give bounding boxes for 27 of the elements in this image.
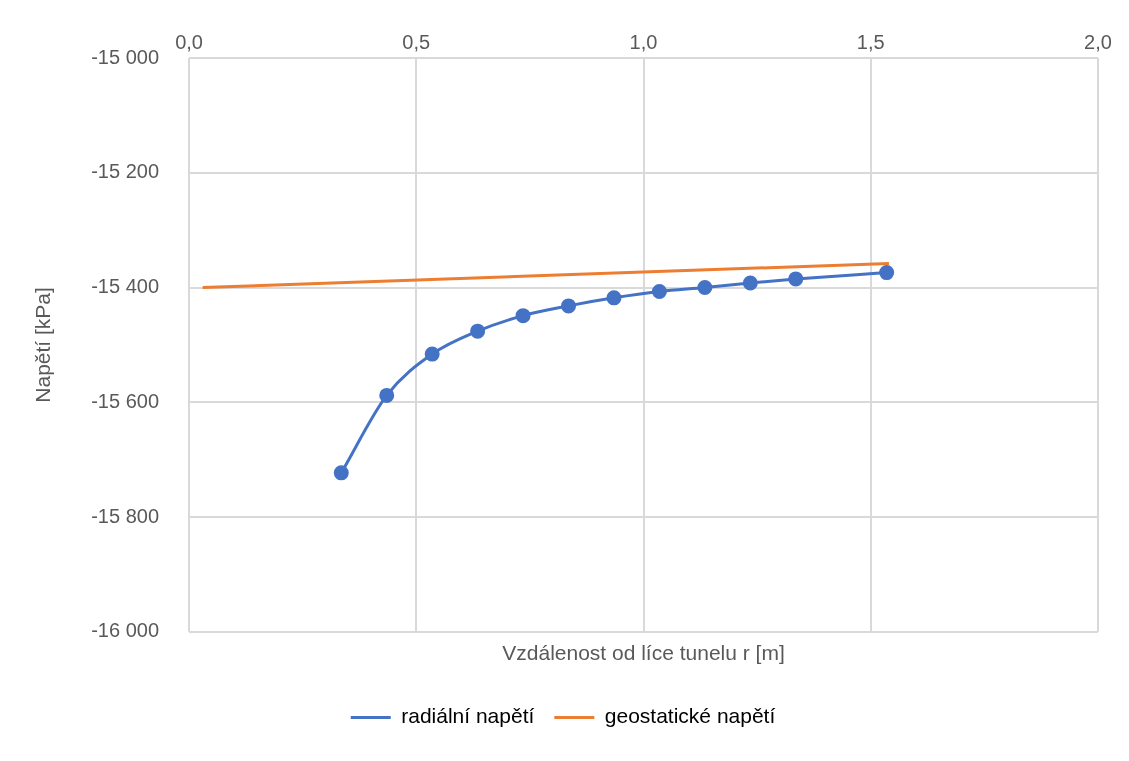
point [333,465,349,481]
x-tick-label: 0,0 [175,30,203,53]
point [788,271,804,287]
point [879,265,895,281]
y-tick-label: -15 000 [91,45,160,68]
x-tick-label: 0,5 [402,30,431,53]
y-tick-label: -15 400 [91,275,160,298]
point [470,323,486,339]
x-tick-label: 1,0 [629,30,658,53]
point [606,290,622,306]
x-tick-label: 1,5 [856,30,885,53]
x-tick-label: 2,0 [1084,30,1112,53]
point [697,280,713,296]
y-tick-label: -15 200 [91,160,160,183]
point [742,275,758,291]
y-tick-label: -15 600 [91,389,160,412]
point [561,298,577,314]
y-tick-label: -16 000 [91,619,160,642]
y-axis-title: Napětí [kPa] [31,287,55,403]
point [424,346,440,362]
legend-label: radiální napětí [401,704,535,728]
legend-label: geostatické napětí [604,704,776,728]
y-tick-label: -15 800 [91,504,160,527]
x-axis-title: Vzdálenost od líce tunelu r [m] [502,641,785,665]
point [379,387,395,403]
point [515,308,531,324]
point [651,284,667,300]
